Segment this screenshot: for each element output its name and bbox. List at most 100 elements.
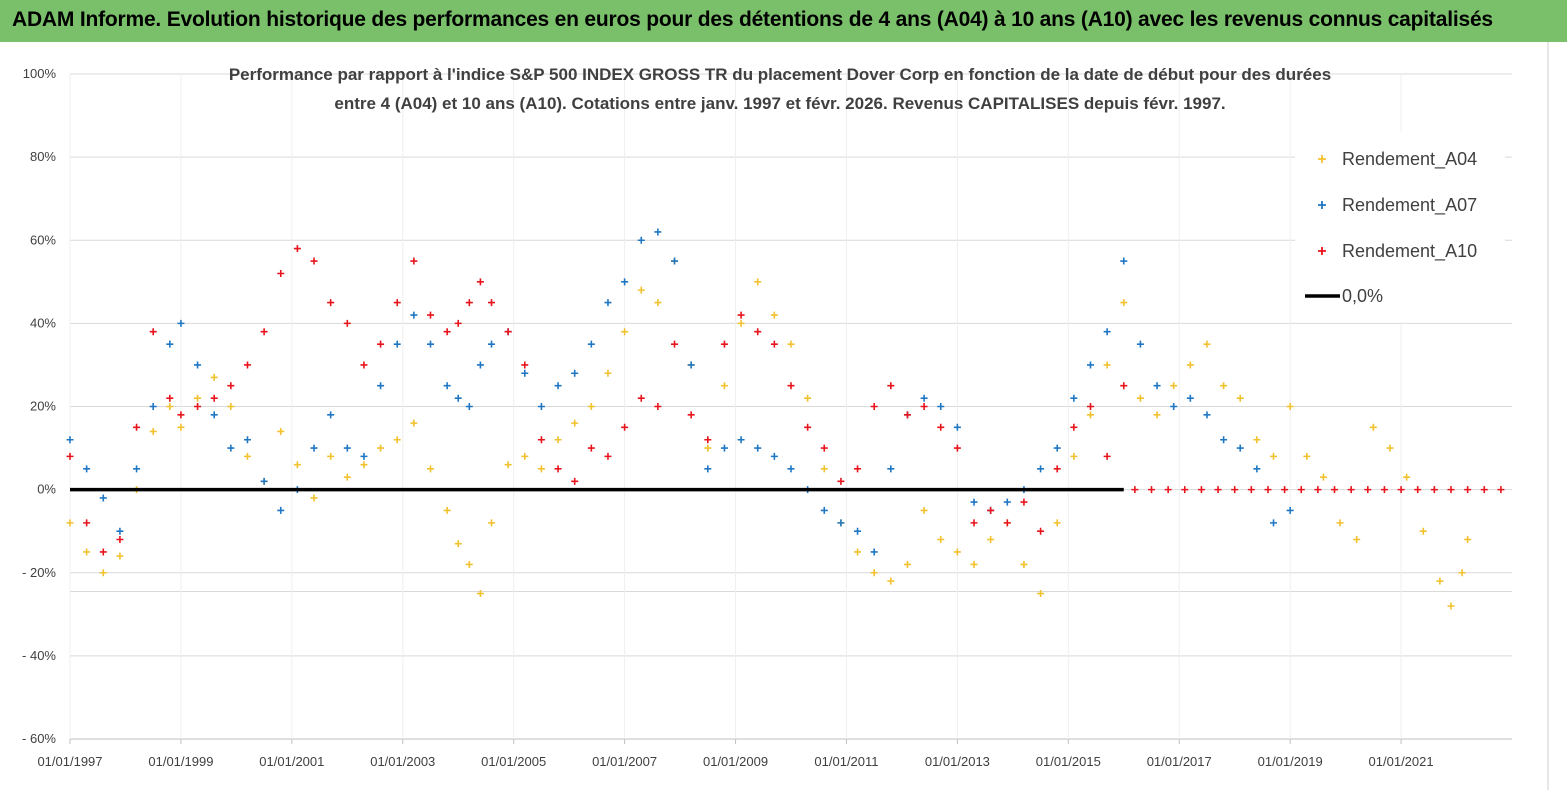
rendement-a10-point bbox=[443, 328, 451, 336]
y-tick-label: 100% bbox=[23, 66, 57, 81]
rendement-a10-point bbox=[987, 506, 995, 514]
rendement-a07-point bbox=[1270, 519, 1278, 527]
rendement-a10-point bbox=[554, 465, 562, 473]
rendement-a10-point bbox=[133, 423, 141, 431]
rendement-a10-point bbox=[476, 278, 484, 286]
rendement-a10-point bbox=[377, 340, 385, 348]
rendement-a07-point bbox=[1170, 403, 1178, 410]
rendement-a10-point bbox=[870, 403, 878, 410]
rendement-a07-point bbox=[194, 361, 202, 369]
rendement-a10-point bbox=[1037, 527, 1045, 535]
chart-title-line-2: entre 4 (A04) et 10 ans (A10). Cotations… bbox=[334, 94, 1225, 113]
rendement-a07-point bbox=[754, 444, 762, 452]
rendement-a04-point bbox=[970, 560, 978, 568]
rendement-a07-point bbox=[133, 465, 141, 473]
rendement-a10-point bbox=[1414, 486, 1422, 494]
rendement-a07-point bbox=[277, 506, 285, 514]
rendement-a07-point bbox=[654, 228, 662, 236]
rendement-a07-point bbox=[377, 382, 385, 390]
legend-background bbox=[1295, 132, 1505, 322]
rendement-a07-point bbox=[1203, 411, 1211, 419]
rendement-a04-point bbox=[1464, 536, 1472, 543]
rendement-a07-point bbox=[1053, 444, 1061, 452]
rendement-a07-point bbox=[116, 527, 124, 535]
rendement-a10-point bbox=[704, 436, 712, 444]
rendement-a04-point bbox=[1419, 527, 1427, 535]
rendement-a04-point bbox=[504, 461, 512, 469]
rendement-a07-point bbox=[210, 411, 218, 419]
scatter-chart: 100% 80% 60% 40% 20% 0% - 20% - 40% - 60% 01/01/… bbox=[0, 42, 1567, 790]
legend: Rendement_A04 Rendement_A07 Rendement_A10 0… bbox=[1295, 132, 1505, 322]
y-tick-label: - 60% bbox=[22, 731, 56, 746]
rendement-a07-point bbox=[1070, 394, 1078, 402]
x-tick-label: 01/01/2019 bbox=[1258, 754, 1323, 769]
rendement-a10-point bbox=[1120, 382, 1128, 390]
rendement-a10-point bbox=[521, 361, 529, 369]
rendement-a07-point bbox=[1136, 340, 1144, 348]
rendement-a07-point bbox=[920, 394, 928, 402]
rendement-a10-point bbox=[260, 328, 268, 336]
rendement-a07-point bbox=[704, 465, 712, 473]
rendement-a10-point bbox=[837, 477, 845, 485]
rendement-a04-point bbox=[937, 536, 945, 543]
x-tick-label: 01/01/2021 bbox=[1369, 754, 1434, 769]
rendement-a10-point bbox=[537, 436, 545, 444]
rendement-a10-point bbox=[1086, 403, 1094, 410]
rendement-a04-point bbox=[1103, 361, 1111, 369]
x-tick-label: 01/01/2015 bbox=[1036, 754, 1101, 769]
rendement-a10-point bbox=[310, 257, 318, 265]
x-tick-label: 01/01/2017 bbox=[1147, 754, 1212, 769]
rendement-a07-point bbox=[787, 465, 795, 473]
rendement-a07-point bbox=[1186, 394, 1194, 402]
rendement-a10-point bbox=[1181, 486, 1189, 494]
rendement-a04-point bbox=[720, 382, 728, 390]
rendement-a04-point bbox=[737, 319, 745, 327]
y-tick-label: 20% bbox=[30, 399, 56, 414]
rendement-a04-point bbox=[116, 552, 124, 560]
rendement-a07-point bbox=[554, 382, 562, 390]
rendement-a10-point bbox=[465, 299, 473, 307]
rendement-a07-point bbox=[1220, 436, 1228, 444]
y-tick-label: 80% bbox=[30, 149, 56, 164]
rendement-a04-point bbox=[194, 394, 202, 402]
rendement-a10-point bbox=[754, 328, 762, 336]
rendement-a10-point bbox=[116, 536, 124, 543]
rendement-a07-point bbox=[820, 506, 828, 514]
rendement-a10-point bbox=[1264, 486, 1272, 494]
rendement-a10-point bbox=[671, 340, 679, 348]
rendement-a10-point bbox=[737, 311, 745, 319]
rendement-a10-point bbox=[1053, 465, 1061, 473]
rendement-a04-point bbox=[1386, 444, 1394, 452]
rendement-a10-point bbox=[343, 319, 351, 327]
rendement-a07-point bbox=[310, 444, 318, 452]
rendement-a10-point bbox=[488, 299, 496, 307]
rendement-a04-point bbox=[443, 506, 451, 514]
y-tick-label: 60% bbox=[30, 232, 56, 247]
rendement-a07-point bbox=[537, 403, 545, 410]
rendement-a04-point bbox=[1070, 452, 1078, 460]
rendement-a10-point bbox=[887, 382, 895, 390]
rendement-a07-point bbox=[1037, 465, 1045, 473]
x-tick-label: 01/01/2005 bbox=[481, 754, 546, 769]
rendement-a10-point bbox=[177, 411, 185, 419]
rendement-a04-point bbox=[360, 461, 368, 469]
rendement-a10-point bbox=[83, 519, 91, 527]
rendement-a04-point bbox=[1447, 602, 1455, 610]
rendement-a04-point bbox=[83, 548, 91, 556]
legend-label-rendement-a10: Rendement_A10 bbox=[1342, 241, 1477, 262]
rendement-a10-point bbox=[604, 452, 612, 460]
rendement-a07-point bbox=[837, 519, 845, 527]
rendement-a07-point bbox=[260, 477, 268, 485]
rendement-a04-point bbox=[149, 427, 157, 435]
rendement-a07-point bbox=[443, 382, 451, 390]
rendement-a10-point bbox=[1497, 486, 1505, 494]
rendement-a04-point bbox=[654, 299, 662, 307]
rendement-a07-point bbox=[1236, 444, 1244, 452]
rendement-a07-point bbox=[465, 403, 473, 410]
rendement-a07-point bbox=[66, 436, 74, 444]
rendement-a04-point bbox=[454, 540, 462, 548]
rendement-a07-point bbox=[427, 340, 434, 348]
rendement-a10-point bbox=[1430, 486, 1438, 494]
rendement-a10-point bbox=[360, 361, 368, 369]
rendement-a04-point bbox=[1020, 560, 1028, 568]
